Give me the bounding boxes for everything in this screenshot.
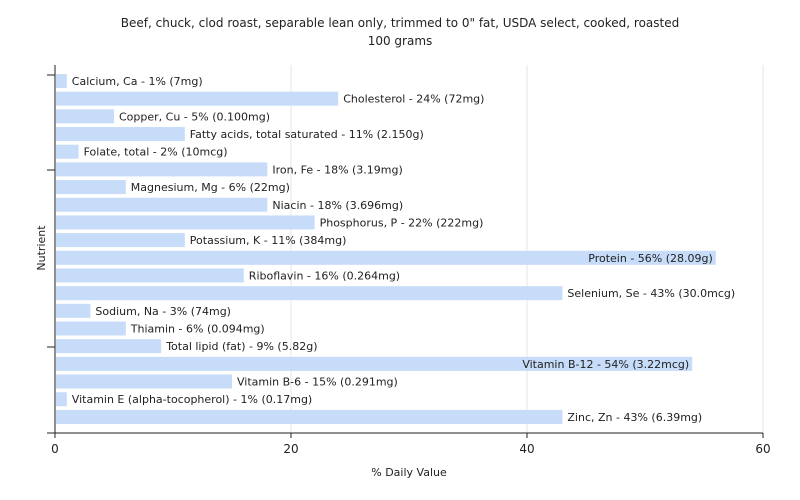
bar <box>56 303 91 318</box>
bar-label: Selenium, Se - 43% (30.0mcg) <box>567 287 735 300</box>
bar <box>56 127 185 142</box>
axes: 0 20 40 60 <box>47 65 771 456</box>
chart-subtitle: 100 grams <box>368 34 433 48</box>
bar-label: Calcium, Ca - 1% (7mg) <box>72 75 203 88</box>
bar-label: Magnesium, Mg - 6% (22mg) <box>131 181 290 194</box>
bar <box>56 374 232 389</box>
bar <box>56 74 67 88</box>
bar <box>56 268 244 283</box>
bar-label: Fatty acids, total saturated - 11% (2.15… <box>190 128 424 141</box>
bar <box>56 286 563 301</box>
bar <box>56 356 693 371</box>
bar <box>56 409 563 424</box>
bar <box>56 339 162 354</box>
bar-label: Total lipid (fat) - 9% (5.82g) <box>165 340 317 353</box>
bar-label: Niacin - 18% (3.696mg) <box>272 199 403 212</box>
bar-label: Sodium, Na - 3% (74mg) <box>95 305 231 318</box>
bar <box>56 233 185 248</box>
bar <box>56 162 268 177</box>
bar <box>56 250 716 265</box>
bar-label: Folate, total - 2% (10mcg) <box>84 146 228 159</box>
x-tick-label: 0 <box>51 442 59 456</box>
bar-label: Vitamin B-6 - 15% (0.291mg) <box>237 376 398 389</box>
bar-label: Copper, Cu - 5% (0.100mg) <box>119 110 270 123</box>
bar <box>56 215 315 230</box>
bar-label: Zinc, Zn - 43% (6.39mg) <box>567 411 702 424</box>
bar-label: Potassium, K - 11% (384mg) <box>190 234 347 247</box>
bar-label: Thiamin - 6% (0.094mg) <box>130 323 265 336</box>
bar <box>56 109 114 124</box>
bar-label: Phosphorus, P - 22% (222mg) <box>320 216 484 229</box>
y-axis-title: Nutrient <box>35 225 48 271</box>
bars: Calcium, Ca - 1% (7mg) Cholesterol - 24% … <box>56 74 735 424</box>
grid-lines <box>290 65 764 433</box>
x-axis-title: % Daily Value <box>371 466 447 479</box>
x-tick-label: 40 <box>519 442 534 456</box>
bar-label: Protein - 56% (28.09g) <box>588 252 713 265</box>
bar <box>56 321 126 336</box>
bar-label: Cholesterol - 24% (72mg) <box>343 93 484 106</box>
bar <box>56 144 79 159</box>
bar <box>56 392 67 407</box>
bar <box>56 180 126 195</box>
bar-label: Iron, Fe - 18% (3.19mg) <box>272 163 402 176</box>
x-tick-label: 20 <box>283 442 298 456</box>
bar <box>56 197 268 212</box>
bar-label: Vitamin E (alpha-tocopherol) - 1% (0.17m… <box>72 393 312 406</box>
chart-title: Beef, chuck, clod roast, separable lean … <box>121 16 679 30</box>
bar-label: Riboflavin - 16% (0.264mg) <box>249 269 400 282</box>
bar-label: Vitamin B-12 - 54% (3.22mcg) <box>522 358 689 371</box>
x-tick-label: 60 <box>755 442 770 456</box>
bar <box>56 91 339 106</box>
